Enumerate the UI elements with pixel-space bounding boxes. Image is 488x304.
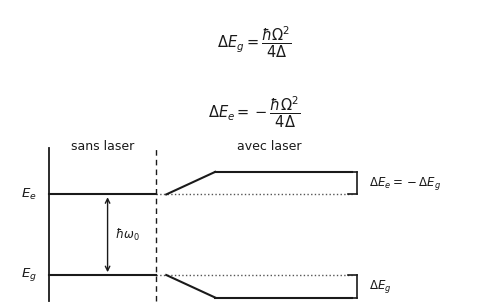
Text: $E_g$: $E_g$ <box>21 267 37 284</box>
Text: $\Delta E_e = -\Delta E_g$: $\Delta E_e = -\Delta E_g$ <box>368 175 440 192</box>
Text: $\Delta E_g$: $\Delta E_g$ <box>368 278 391 295</box>
Text: avec laser: avec laser <box>236 140 301 153</box>
Text: $\Delta E_g = \dfrac{\hbar\Omega^2}{4\Delta}$: $\Delta E_g = \dfrac{\hbar\Omega^2}{4\De… <box>217 25 291 60</box>
Text: $\Delta E_e = -\dfrac{\hbar\Omega^2}{4\Delta}$: $\Delta E_e = -\dfrac{\hbar\Omega^2}{4\D… <box>208 95 300 130</box>
Text: $E_e$: $E_e$ <box>21 187 37 202</box>
Text: sans laser: sans laser <box>71 140 134 153</box>
Text: $\hbar\omega_0$: $\hbar\omega_0$ <box>115 227 139 243</box>
